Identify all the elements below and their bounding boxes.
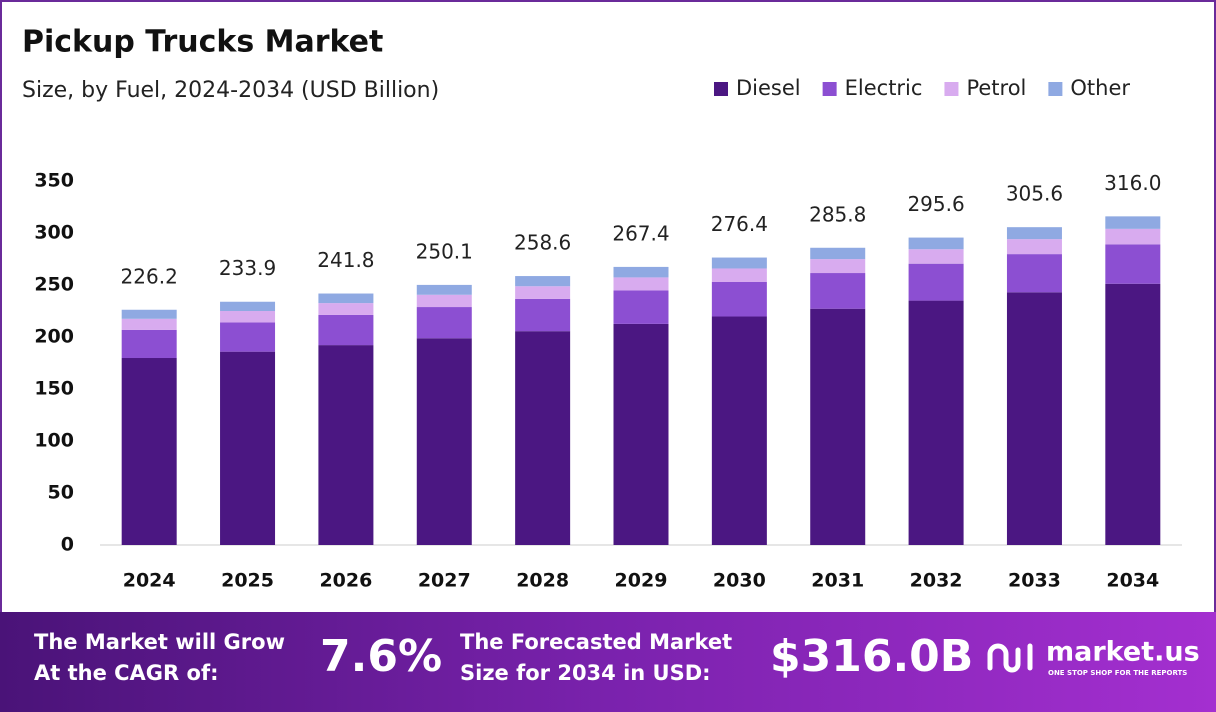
- bar-segment: [613, 277, 669, 291]
- bar-segment: [318, 303, 374, 315]
- bar-segment: [810, 308, 866, 545]
- total-label: 316.0: [1104, 171, 1161, 195]
- bar-segment: [318, 345, 374, 545]
- bar-segment: [1006, 292, 1062, 545]
- footer-banner: [0, 612, 1216, 712]
- bar-segment: [613, 290, 669, 324]
- x-tick-label: 2027: [418, 570, 471, 592]
- total-label: 250.1: [416, 239, 473, 263]
- total-label: 233.9: [219, 256, 276, 280]
- bar-segment: [1105, 228, 1161, 245]
- bar-segment: [908, 249, 964, 264]
- total-label: 305.6: [1006, 182, 1063, 206]
- total-label: 295.6: [907, 192, 964, 216]
- bar-segment: [1006, 239, 1062, 255]
- bar-segment: [515, 276, 571, 287]
- legend-swatch: [822, 82, 837, 96]
- total-label: 276.4: [711, 212, 768, 236]
- legend-label: Other: [1070, 76, 1130, 100]
- bar-segment: [416, 338, 472, 545]
- bar-segment: [810, 247, 866, 260]
- bar-segment: [416, 307, 472, 339]
- x-tick-label: 2024: [123, 570, 176, 592]
- y-tick-label: 250: [34, 274, 74, 296]
- cagr-text: At the CAGR of:: [34, 661, 219, 685]
- bar-segment: [1105, 244, 1161, 284]
- bar-segment: [416, 294, 472, 308]
- bar-segment: [416, 284, 472, 295]
- bar-segment: [515, 331, 571, 545]
- bar-segment: [515, 298, 571, 332]
- legend-label: Electric: [845, 76, 923, 100]
- x-tick-label: 2030: [713, 570, 766, 592]
- bar-segment: [711, 316, 767, 545]
- bar-segment: [121, 309, 177, 319]
- bar-segment: [1006, 254, 1062, 293]
- x-tick-label: 2029: [615, 570, 668, 592]
- x-tick-label: 2034: [1106, 570, 1159, 592]
- legend-swatch: [714, 82, 728, 96]
- bar-segment: [613, 266, 669, 278]
- total-label: 285.8: [809, 202, 866, 226]
- bar-segment: [1006, 227, 1062, 240]
- bar-segment: [318, 314, 374, 346]
- cagr-value: 7.6%: [320, 631, 442, 682]
- legend-swatch: [1048, 82, 1063, 96]
- total-label: 258.6: [514, 231, 571, 255]
- brand-logo: [987, 643, 1033, 673]
- bar-segment: [711, 257, 767, 269]
- cagr-text: The Market will Grow: [34, 630, 285, 654]
- x-tick-label: 2032: [910, 570, 963, 592]
- total-label: 267.4: [612, 221, 669, 245]
- bar-segment: [220, 322, 276, 352]
- legend-label: Diesel: [736, 76, 801, 100]
- forecast-text: Size for 2034 in USD:: [460, 661, 711, 685]
- bar-segment: [515, 286, 571, 299]
- y-tick-label: 100: [34, 430, 74, 452]
- chart-title: Pickup Trucks Market: [22, 25, 383, 60]
- bar-segment: [810, 259, 866, 274]
- x-tick-label: 2031: [811, 570, 864, 592]
- x-tick-label: 2025: [221, 570, 274, 592]
- forecast-value: $316.0B: [770, 631, 973, 682]
- bar-segment: [220, 311, 276, 323]
- bar-segment: [318, 293, 374, 304]
- y-tick-label: 150: [34, 378, 74, 400]
- y-tick-label: 300: [34, 222, 74, 244]
- total-label: 241.8: [317, 248, 374, 272]
- legend-label: Petrol: [966, 76, 1026, 100]
- bar-segment: [121, 318, 177, 330]
- bar-segment: [908, 237, 964, 250]
- bar-segment: [711, 281, 767, 317]
- brand: market.us: [1046, 637, 1200, 668]
- total-label: 226.2: [121, 264, 178, 288]
- bar-segment: [810, 273, 866, 309]
- bar-segment: [613, 323, 669, 545]
- bar-segment: [711, 268, 767, 282]
- x-tick-label: 2033: [1008, 570, 1061, 592]
- brand-tagline: ONE STOP SHOP FOR THE REPORTS: [1048, 669, 1187, 677]
- bar-segment: [1105, 216, 1161, 229]
- legend-swatch: [944, 82, 959, 96]
- bar-segment: [908, 300, 964, 545]
- bar-segment: [908, 263, 964, 301]
- y-tick-label: 200: [34, 326, 74, 348]
- x-tick-label: 2028: [516, 570, 569, 592]
- bar-segment: [121, 358, 177, 545]
- x-tick-label: 2026: [319, 570, 372, 592]
- bar-segment: [1105, 283, 1161, 545]
- bar-segment: [220, 301, 276, 311]
- y-tick-label: 0: [61, 534, 74, 556]
- chart-subtitle: Size, by Fuel, 2024-2034 (USD Billion): [22, 78, 439, 103]
- bar-segment: [220, 351, 276, 545]
- y-tick-label: 350: [34, 170, 74, 192]
- bar-segment: [121, 329, 177, 359]
- forecast-text: The Forecasted Market: [460, 630, 732, 654]
- y-tick-label: 50: [48, 482, 74, 504]
